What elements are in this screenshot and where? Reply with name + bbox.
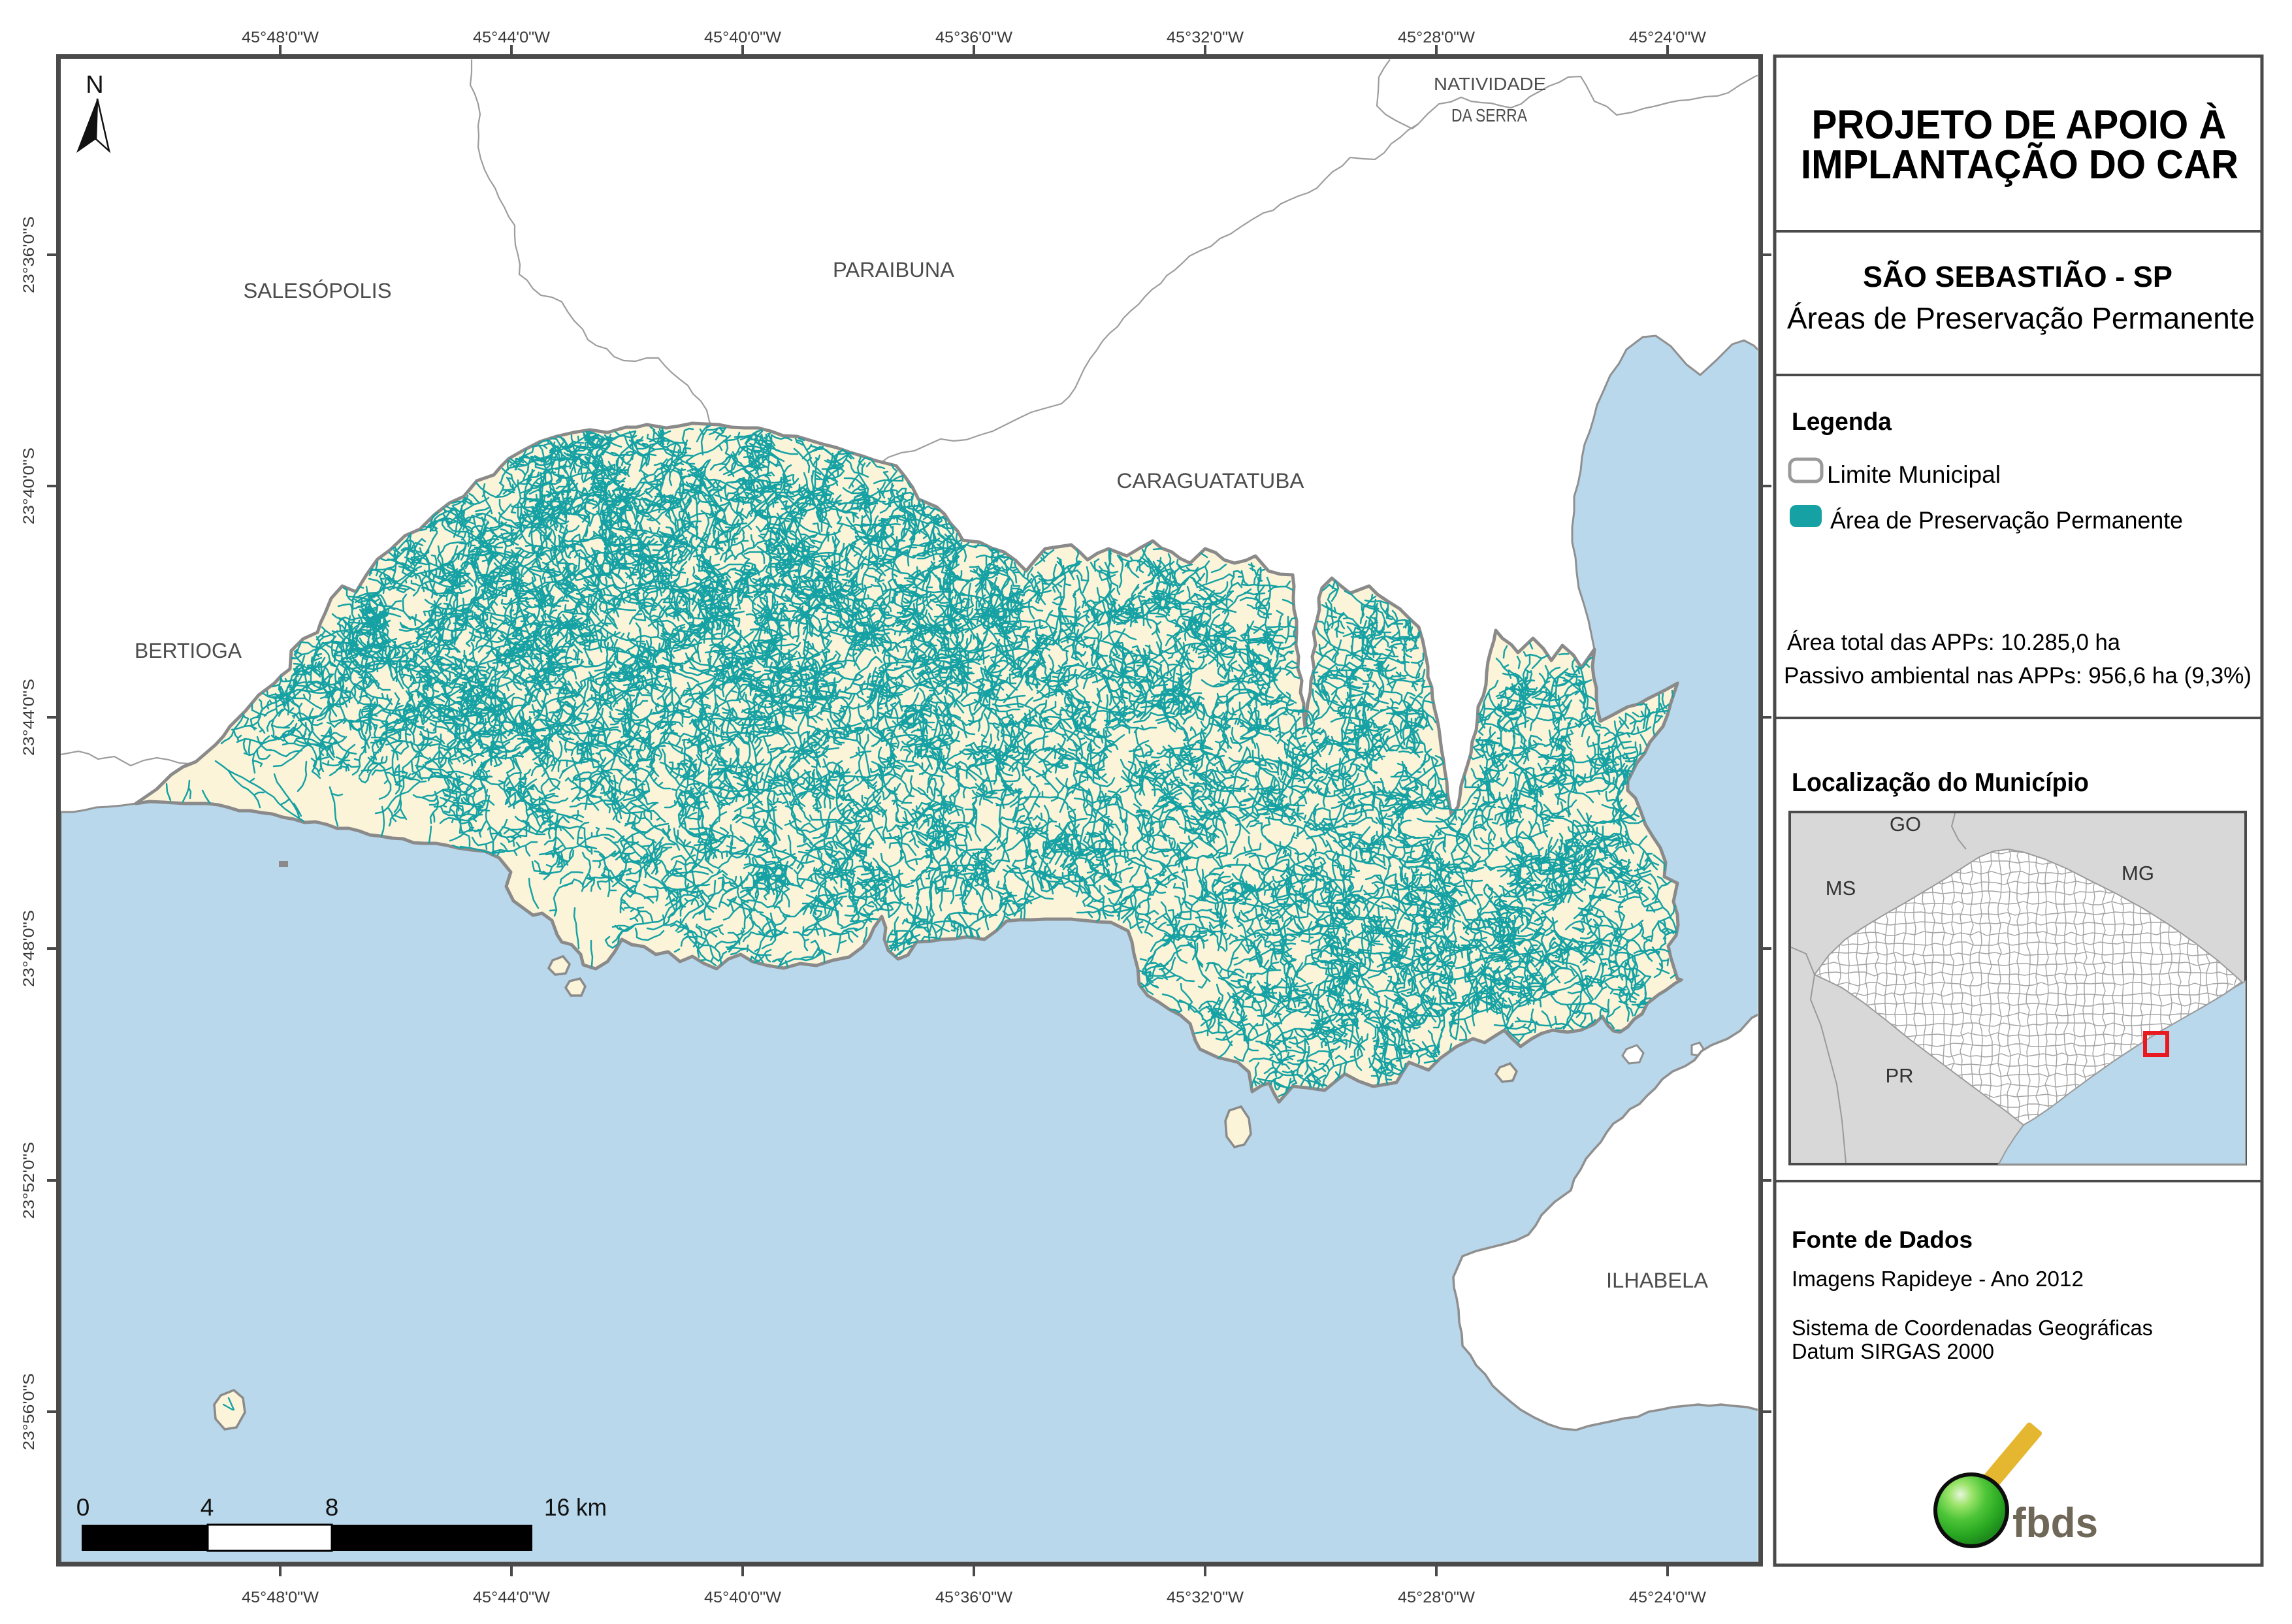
- svg-text:45°32'0"W: 45°32'0"W: [1167, 29, 1244, 46]
- svg-text:Área total das APPs: 10.285,0: Área total das APPs: 10.285,0 ha: [1787, 630, 2121, 655]
- svg-text:PR: PR: [1885, 1064, 1913, 1087]
- svg-text:SÃO SEBASTIÃO - SP: SÃO SEBASTIÃO - SP: [1863, 260, 2172, 293]
- svg-text:MG: MG: [2122, 862, 2154, 885]
- svg-text:23°48'0"S: 23°48'0"S: [20, 910, 38, 987]
- svg-text:Limite Municipal: Limite Municipal: [1827, 461, 2001, 488]
- svg-text:23°52'0"S: 23°52'0"S: [20, 1142, 38, 1219]
- svg-text:Área de Preservação Permanente: Área de Preservação Permanente: [1830, 507, 2183, 534]
- svg-text:45°44'0"W: 45°44'0"W: [473, 29, 550, 46]
- svg-text:PARAIBUNA: PARAIBUNA: [833, 258, 955, 282]
- svg-text:45°28'0"W: 45°28'0"W: [1398, 29, 1475, 46]
- svg-text:Imagens Rapideye - Ano 2012: Imagens Rapideye - Ano 2012: [1792, 1267, 2084, 1291]
- svg-text:0: 0: [76, 1494, 90, 1521]
- svg-text:23°36'0"S: 23°36'0"S: [20, 216, 38, 293]
- svg-text:PROJETO DE APOIO À: PROJETO DE APOIO À: [1812, 103, 2227, 148]
- svg-text:Fonte de Dados: Fonte de Dados: [1792, 1226, 1973, 1253]
- svg-text:23°56'0"S: 23°56'0"S: [20, 1373, 38, 1450]
- svg-text:45°32'0"W: 45°32'0"W: [1167, 1589, 1244, 1606]
- svg-text:45°24'0"W: 45°24'0"W: [1629, 29, 1706, 46]
- svg-text:SALESÓPOLIS: SALESÓPOLIS: [244, 279, 392, 302]
- svg-text:NATIVIDADE: NATIVIDADE: [1434, 74, 1546, 94]
- svg-text:45°40'0"W: 45°40'0"W: [704, 1589, 781, 1606]
- svg-text:23°40'0"S: 23°40'0"S: [20, 447, 38, 525]
- svg-text:16 km: 16 km: [544, 1494, 607, 1521]
- svg-text:Legenda: Legenda: [1792, 408, 1892, 436]
- svg-text:ILHABELA: ILHABELA: [1606, 1269, 1709, 1292]
- svg-text:IMPLANTAÇÃO DO CAR: IMPLANTAÇÃO DO CAR: [1801, 142, 2238, 187]
- svg-text:45°48'0"W: 45°48'0"W: [242, 29, 319, 46]
- svg-text:BERTIOGA: BERTIOGA: [135, 639, 242, 662]
- svg-text:8: 8: [325, 1494, 339, 1521]
- svg-text:45°48'0"W: 45°48'0"W: [242, 1589, 319, 1606]
- svg-text:fbds: fbds: [2012, 1499, 2098, 1546]
- svg-text:4: 4: [201, 1494, 214, 1521]
- svg-text:CARAGUATATUBA: CARAGUATATUBA: [1117, 469, 1305, 493]
- svg-text:45°28'0"W: 45°28'0"W: [1398, 1589, 1475, 1606]
- svg-text:23°44'0"S: 23°44'0"S: [20, 679, 38, 756]
- svg-text:GO: GO: [1890, 813, 1921, 836]
- svg-text:Datum SIRGAS 2000: Datum SIRGAS 2000: [1792, 1339, 1994, 1363]
- svg-text:N: N: [86, 71, 103, 99]
- svg-text:45°36'0"W: 45°36'0"W: [935, 29, 1012, 46]
- svg-text:Passivo ambiental nas APPs: 95: Passivo ambiental nas APPs: 956,6 ha (9,…: [1784, 663, 2252, 689]
- svg-text:45°36'0"W: 45°36'0"W: [935, 1589, 1012, 1606]
- svg-text:MS: MS: [1826, 877, 1856, 900]
- svg-text:45°40'0"W: 45°40'0"W: [704, 29, 781, 46]
- svg-text:Áreas de Preservação Permanent: Áreas de Preservação Permanente: [1787, 301, 2255, 335]
- svg-text:45°44'0"W: 45°44'0"W: [473, 1589, 550, 1606]
- svg-text:DA SERRA: DA SERRA: [1451, 105, 1527, 125]
- svg-text:Localização do Município: Localização do Município: [1792, 768, 2089, 797]
- svg-text:45°24'0"W: 45°24'0"W: [1629, 1589, 1706, 1606]
- svg-text:Sistema de Coordenadas Geográf: Sistema de Coordenadas Geográficas: [1792, 1316, 2153, 1340]
